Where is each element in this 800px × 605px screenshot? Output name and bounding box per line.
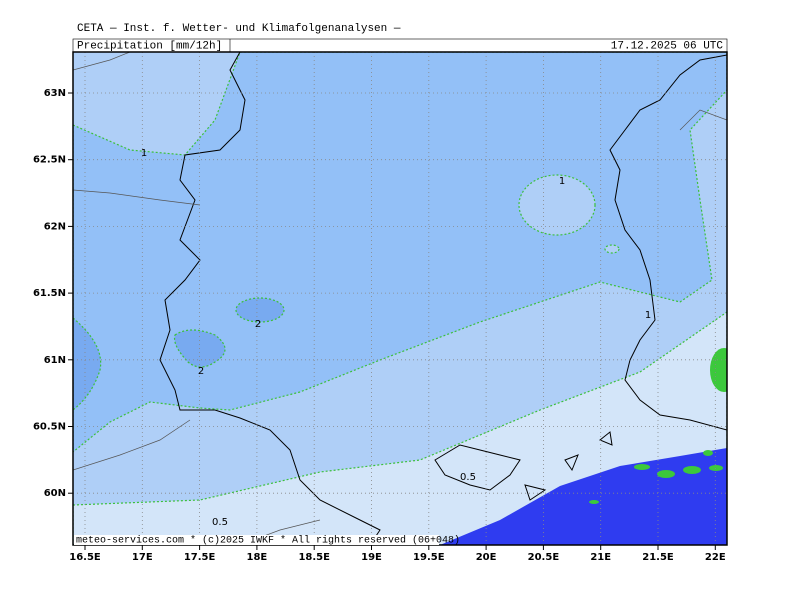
product: Precipitation [mm/12h] <box>77 40 222 52</box>
lat-label: 60.5N <box>33 422 66 433</box>
contour-label: 0.5 <box>460 472 476 483</box>
lon-label: 21.5E <box>642 552 674 563</box>
footer-bg <box>74 535 439 545</box>
title: CETA — Inst. f. Wetter- und Klimafolgena… <box>77 23 401 35</box>
contour-label: 0.5 <box>212 517 228 528</box>
lon-label: 19E <box>361 552 382 563</box>
contour-label: 2 <box>255 319 261 330</box>
precip-high <box>710 348 727 392</box>
lon-label: 18.5E <box>298 552 330 563</box>
contour-label: 1 <box>645 310 651 321</box>
lon-label: 17E <box>132 552 153 563</box>
lon-label: 20E <box>476 552 497 563</box>
lon-label: 21E <box>590 552 611 563</box>
map-area: 1 1 1 2 2 0.5 0.5 <box>73 52 727 545</box>
lon-label: 17.5E <box>184 552 216 563</box>
contour-labels: 1 1 1 2 2 0.5 0.5 <box>141 148 651 528</box>
lon-label: 16.5E <box>69 552 101 563</box>
footer: meteo-services.com * (c)2025 IWKF * All … <box>76 535 460 547</box>
contour-label: 1 <box>141 148 147 159</box>
lat-label: 62N <box>44 221 66 232</box>
lon-label: 19.5E <box>413 552 445 563</box>
lat-label: 62.5N <box>33 155 66 166</box>
lon-label: 22E <box>705 552 726 563</box>
lon-label: 20.5E <box>528 552 560 563</box>
precip-heavy <box>440 448 727 545</box>
precip-2mm <box>73 317 102 411</box>
lat-label: 63N <box>44 88 66 99</box>
precip-1mm <box>73 52 727 453</box>
contour-label: 1 <box>559 176 565 187</box>
precip-light-patch <box>604 244 620 254</box>
valid-time: 17.12.2025 06 UTC <box>611 40 724 52</box>
coastline <box>159 52 727 545</box>
axes: 63N 62.5N 62N 61.5N 61N 60.5N 60N 16.5E 17E 17.5E… <box>33 88 726 563</box>
graticule <box>73 52 727 545</box>
lat-label: 61N <box>44 355 66 366</box>
contour-label: 2 <box>198 366 204 377</box>
precip-light-patch <box>518 174 596 236</box>
lat-label: 61.5N <box>33 288 66 299</box>
lon-label: 18E <box>247 552 268 563</box>
precip-2mm <box>235 297 285 323</box>
lat-label: 60N <box>44 488 66 499</box>
precip-high-patches <box>589 450 723 504</box>
